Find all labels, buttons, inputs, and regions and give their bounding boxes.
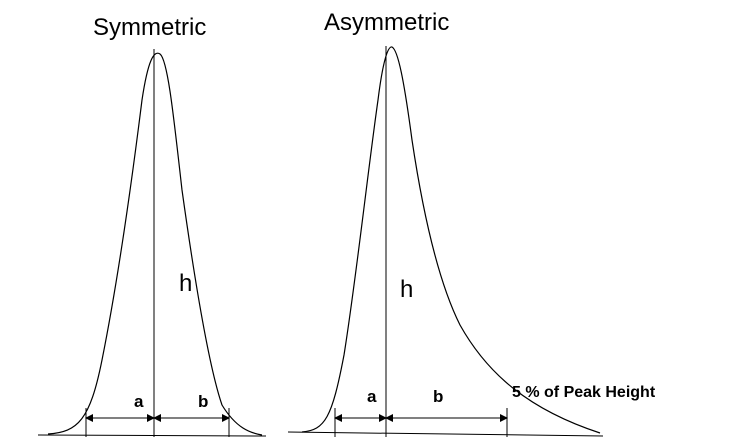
symmetric-b-label: b	[198, 392, 208, 411]
threshold-note: 5 % of Peak Height	[512, 384, 656, 401]
asymmetric-b-label: b	[433, 387, 443, 406]
symmetric-title: Symmetric	[93, 14, 206, 41]
asymmetric-a-label: a	[367, 387, 377, 406]
symmetric-peak-curve	[47, 52, 263, 436]
asymmetric-peak-curve	[301, 46, 601, 434]
symmetric-baseline	[37, 434, 267, 437]
symmetric-peak-group: Symmetric h a b	[37, 14, 267, 437]
asymmetric-baseline	[287, 431, 604, 437]
asymmetric-title: Asymmetric	[324, 9, 449, 36]
symmetric-height-label: h	[179, 270, 192, 297]
asymmetric-height-label: h	[400, 276, 413, 303]
symmetric-a-label: a	[134, 392, 144, 411]
asymmetric-peak-group: Asymmetric h a b	[287, 9, 604, 437]
